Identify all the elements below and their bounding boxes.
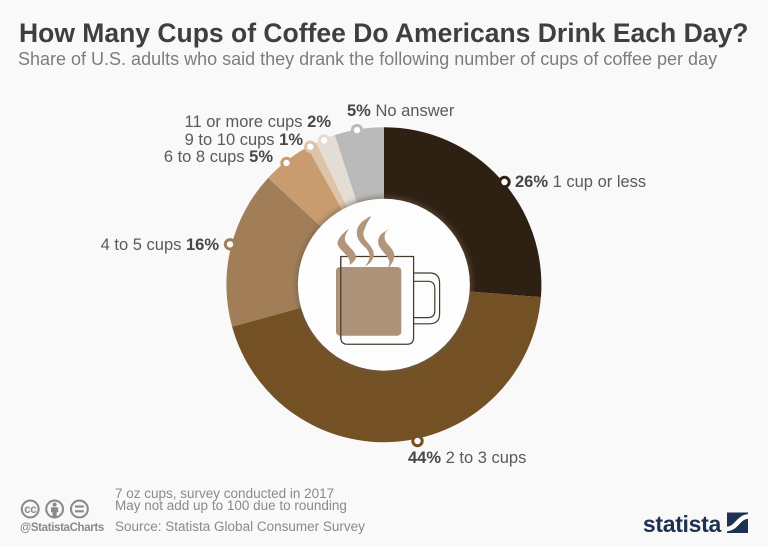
svg-text:cc: cc bbox=[24, 504, 37, 516]
svg-text:statista: statista bbox=[643, 511, 722, 537]
